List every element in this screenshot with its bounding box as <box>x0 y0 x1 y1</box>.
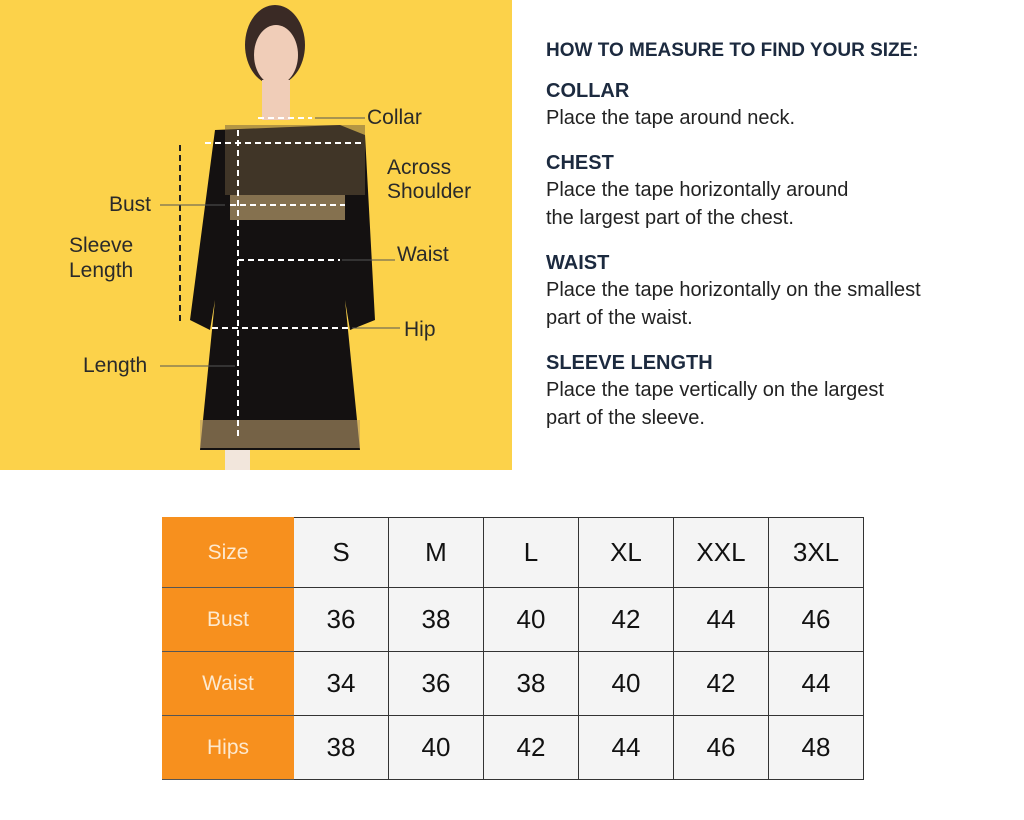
section-heading: SLEEVE LENGTH <box>546 352 713 374</box>
section-collar: COLLAR Place the tape around neck. <box>546 78 1000 132</box>
label-hip: Hip <box>404 318 436 341</box>
section-heading: CHEST <box>546 152 614 174</box>
table-cell: 44 <box>768 651 864 716</box>
measure-guide: HOW TO MEASURE TO FIND YOUR SIZE: COLLAR… <box>546 40 1000 450</box>
table-cell: 46 <box>768 587 864 652</box>
table-cell: 44 <box>578 715 674 780</box>
row-label: Bust <box>162 587 294 652</box>
section-text: Place the tape vertically on the largest <box>546 379 884 401</box>
label-sleeve-2: Length <box>69 259 134 282</box>
row-label: Waist <box>162 651 294 716</box>
label-sleeve-1: Sleeve <box>69 234 134 257</box>
table-cell: 34 <box>293 651 389 716</box>
table-cell: 42 <box>578 587 674 652</box>
table-cell: 40 <box>483 587 579 652</box>
label-across-shoulder-2: Shoulder <box>387 180 472 203</box>
section-text: part of the sleeve. <box>546 407 705 429</box>
header-cell: XL <box>578 517 674 588</box>
table-row: Waist 34 36 38 40 42 44 <box>162 651 864 716</box>
label-across-shoulder-1: Across <box>387 156 452 179</box>
label-length: Length <box>83 354 148 377</box>
table-header-row: Size S M L XL XXL 3XL <box>162 517 864 588</box>
table-cell: 38 <box>388 587 484 652</box>
header-cell: M <box>388 517 484 588</box>
table-cell: 36 <box>293 587 389 652</box>
table-cell: 42 <box>673 651 769 716</box>
table-cell: 38 <box>483 651 579 716</box>
table-cell: 48 <box>768 715 864 780</box>
table-cell: 46 <box>673 715 769 780</box>
section-heading: COLLAR <box>546 80 630 102</box>
section-heading: WAIST <box>546 252 610 274</box>
section-chest: CHEST Place the tape horizontally around… <box>546 150 1000 232</box>
header-cell: XXL <box>673 517 769 588</box>
header-cell: 3XL <box>768 517 864 588</box>
model-photo: Collar Across Shoulder Bust Sleeve Lengt… <box>0 0 512 470</box>
section-waist: WAIST Place the tape horizontally on the… <box>546 250 1000 332</box>
kurta-illustration <box>160 5 400 470</box>
section-text: Place the tape horizontally around <box>546 179 849 201</box>
size-chart-table: Size S M L XL XXL 3XL Bust 36 38 40 42 4… <box>162 517 864 780</box>
header-cell: S <box>293 517 389 588</box>
table-cell: 38 <box>293 715 389 780</box>
table-row: Hips 38 40 42 44 46 48 <box>162 715 864 780</box>
section-text: Place the tape around neck. <box>546 107 796 129</box>
section-sleeve-length: SLEEVE LENGTH Place the tape vertically … <box>546 350 1000 432</box>
header-cell: L <box>483 517 579 588</box>
section-text: the largest part of the chest. <box>546 207 794 229</box>
guide-title: HOW TO MEASURE TO FIND YOUR SIZE: <box>546 40 919 61</box>
row-label: Hips <box>162 715 294 780</box>
label-collar: Collar <box>367 106 422 129</box>
table-cell: 44 <box>673 587 769 652</box>
label-bust: Bust <box>109 193 152 216</box>
table-cell: 40 <box>578 651 674 716</box>
section-text: Place the tape horizontally on the small… <box>546 279 921 301</box>
table-cell: 36 <box>388 651 484 716</box>
table-cell: 40 <box>388 715 484 780</box>
table-row: Bust 36 38 40 42 44 46 <box>162 587 864 652</box>
header-cell: Size <box>162 517 294 588</box>
table-cell: 42 <box>483 715 579 780</box>
label-waist: Waist <box>397 243 449 266</box>
section-text: part of the waist. <box>546 307 693 329</box>
